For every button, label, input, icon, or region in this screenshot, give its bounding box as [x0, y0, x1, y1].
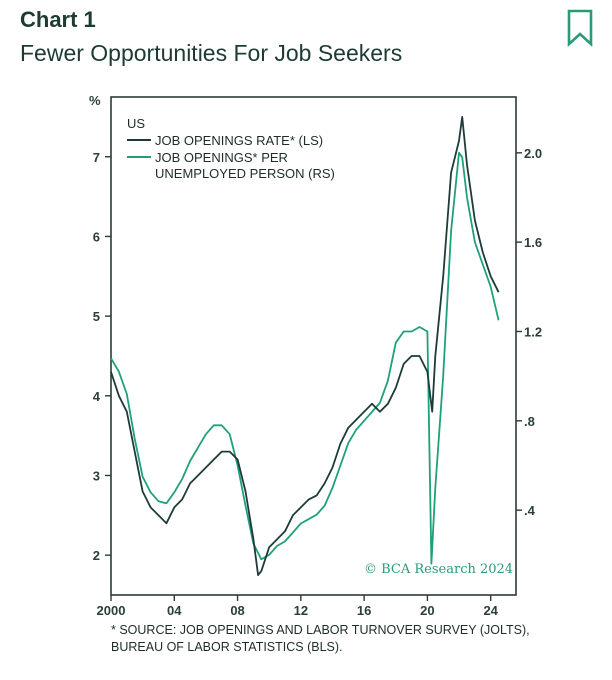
plot-frame — [110, 96, 517, 596]
right-tick-label: .4 — [524, 503, 536, 518]
left-axis-unit: % — [89, 93, 101, 108]
x-tick-label: 20 — [420, 603, 434, 618]
footnote: * SOURCE: JOB OPENINGS AND LABOR TURNOVE… — [111, 622, 591, 656]
series-line-job-openings-rate — [110, 116, 500, 576]
left-axis-ticks: 2 3 4 5 6 7 — [93, 150, 111, 563]
x-tick-label: 16 — [357, 603, 371, 618]
x-tick-label: 24 — [483, 603, 498, 618]
legend-region-label: US — [127, 116, 145, 131]
chart-label: Chart 1 — [20, 7, 96, 32]
series-layer — [110, 116, 500, 576]
x-tick-label: 12 — [294, 603, 308, 618]
x-tick-label: 08 — [230, 603, 244, 618]
bookmark-icon[interactable] — [566, 9, 594, 47]
watermark: © BCA Research 2024 — [364, 562, 513, 577]
x-tick-label: 2000 — [97, 603, 126, 618]
legend: US JOB OPENINGS RATE* (LS) JOB OPENINGS*… — [127, 116, 335, 181]
right-tick-label: 1.6 — [524, 235, 542, 250]
left-tick-label: 4 — [93, 389, 101, 404]
legend-rate-label: JOB OPENINGS RATE* (LS) — [155, 133, 323, 148]
right-axis-ticks: .4 .8 1.2 1.6 2.0 — [516, 146, 542, 518]
left-tick-label: 6 — [93, 229, 100, 244]
left-tick-label: 5 — [93, 309, 100, 324]
left-tick-label: 7 — [93, 150, 100, 165]
x-tick-label: 04 — [167, 603, 182, 618]
footnote-line-2: BUREAU OF LABOR STATISTICS (BLS). — [111, 640, 343, 654]
chart-title: Fewer Opportunities For Job Seekers — [20, 40, 403, 66]
right-tick-label: 1.2 — [524, 324, 542, 339]
legend-ratio-label-line2: UNEMPLOYED PERSON (RS) — [155, 166, 335, 181]
right-tick-label: 2.0 — [524, 146, 542, 161]
left-tick-label: 3 — [93, 468, 100, 483]
footnote-line-1: * SOURCE: JOB OPENINGS AND LABOR TURNOVE… — [111, 623, 530, 637]
x-axis-ticks: 2000 04 08 12 16 20 24 — [97, 595, 499, 618]
legend-ratio-label: JOB OPENINGS* PER — [155, 150, 288, 165]
left-tick-label: 2 — [93, 548, 100, 563]
series-line-openings-per-unemployed — [110, 151, 500, 565]
right-tick-label: .8 — [524, 414, 535, 429]
